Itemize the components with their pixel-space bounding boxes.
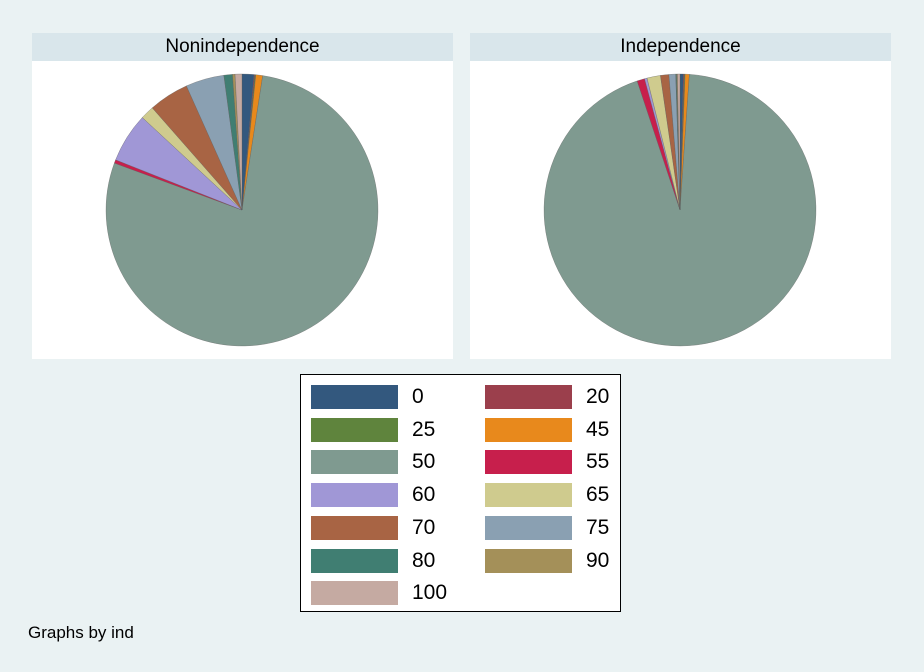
legend-label: 50 bbox=[412, 450, 436, 474]
legend-label: 100 bbox=[412, 581, 448, 605]
legend-label: 45 bbox=[586, 417, 610, 441]
legend-label: 75 bbox=[586, 515, 610, 539]
pie-slice-50 bbox=[543, 74, 817, 347]
legend-swatch bbox=[485, 450, 572, 475]
legend: 0 20 25 45 50 55 60 65 70 75 80 90 100 bbox=[300, 374, 621, 612]
legend-swatch bbox=[311, 483, 398, 508]
panel-title: Nonindependence bbox=[32, 33, 453, 61]
legend-swatch bbox=[311, 385, 398, 409]
pie-chart-nonindependence bbox=[105, 73, 379, 347]
legend-swatch bbox=[311, 548, 398, 573]
legend-label: 20 bbox=[586, 385, 610, 408]
legend-swatch bbox=[485, 548, 572, 573]
legend-label: 55 bbox=[586, 450, 610, 474]
legend-label: 90 bbox=[586, 548, 610, 572]
pie-slice-50 bbox=[105, 75, 379, 347]
legend-swatch bbox=[485, 417, 572, 442]
pie-slice-100 bbox=[677, 73, 681, 211]
graphs-by-note: Graphs by ind bbox=[28, 623, 134, 642]
legend-swatch bbox=[311, 417, 398, 442]
pie-slice-100 bbox=[234, 73, 243, 211]
legend-label: 25 bbox=[412, 417, 436, 441]
legend-label: 0 bbox=[412, 385, 424, 408]
pie-chart-independence bbox=[543, 73, 817, 347]
panel-title: Independence bbox=[470, 33, 891, 61]
pie-panel-nonindependence: Nonindependence bbox=[32, 33, 453, 359]
legend-swatch bbox=[311, 515, 398, 540]
legend-swatch bbox=[485, 515, 572, 540]
legend-swatch bbox=[485, 483, 572, 508]
legend-label: 80 bbox=[412, 548, 436, 572]
legend-label: 70 bbox=[412, 515, 436, 539]
pie-panel-independence: Independence bbox=[470, 33, 891, 359]
legend-swatch bbox=[485, 385, 572, 409]
legend-label: 65 bbox=[586, 483, 610, 507]
legend-label: 60 bbox=[412, 483, 436, 507]
legend-swatch bbox=[311, 581, 398, 606]
legend-swatch bbox=[311, 450, 398, 475]
